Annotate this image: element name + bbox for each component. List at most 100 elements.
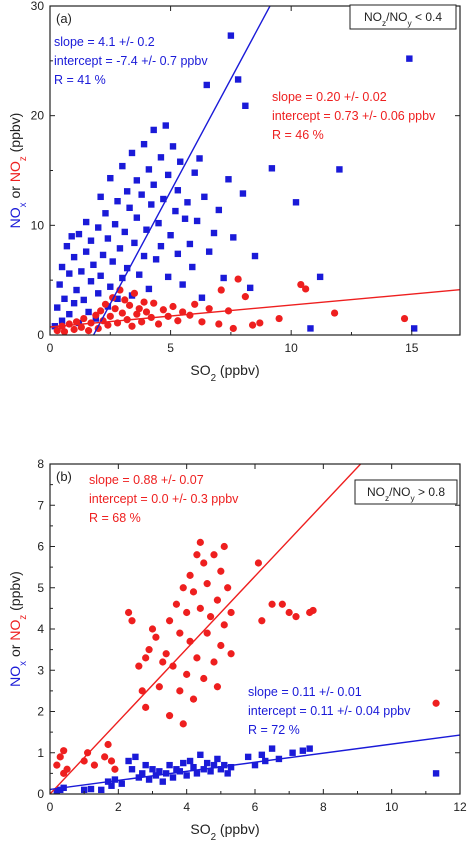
data-point-circle <box>83 749 92 757</box>
fit-annotation-noz: intercept = 0.0 +/- 0.3 ppbv <box>89 492 239 506</box>
data-point-square <box>201 193 208 201</box>
data-point-circle <box>165 712 174 720</box>
data-point-square <box>169 774 177 781</box>
data-point-square <box>225 176 232 183</box>
data-point-circle <box>162 650 170 658</box>
data-point-circle <box>191 300 199 308</box>
data-point-circle <box>84 327 93 335</box>
data-point-square <box>121 228 128 236</box>
data-point-square <box>177 158 184 165</box>
data-point-square <box>181 215 189 222</box>
ratio-label: NOz/NOy > 0.8 <box>367 485 445 503</box>
x-tick-label: 12 <box>453 800 467 814</box>
data-point-square <box>244 753 252 761</box>
data-point-circle <box>138 318 146 326</box>
data-point-circle <box>65 320 73 328</box>
data-point-circle <box>172 600 181 608</box>
data-point-circle <box>234 275 242 283</box>
data-point-circle <box>285 608 293 617</box>
fit-annotation-nox: slope = 0.11 +/- 0.01 <box>248 685 362 699</box>
data-point-circle <box>145 646 153 654</box>
data-point-circle <box>186 311 194 319</box>
data-point-circle <box>133 310 141 318</box>
data-point-circle <box>142 703 150 711</box>
data-point-square <box>186 757 194 765</box>
x-tick-label: 10 <box>385 800 399 814</box>
data-point-square <box>166 761 173 769</box>
data-point-square <box>140 252 148 260</box>
data-point-circle <box>90 761 99 769</box>
data-point-circle <box>248 321 257 329</box>
data-point-square <box>119 162 126 170</box>
data-point-circle <box>142 654 150 662</box>
x-tick-label: 4 <box>183 800 190 814</box>
data-point-circle <box>152 633 160 641</box>
plot-area <box>50 464 460 794</box>
data-point-circle <box>203 629 211 637</box>
data-point-circle <box>159 658 167 666</box>
data-point-square <box>87 237 95 244</box>
data-point-circle <box>205 305 213 313</box>
y-tick-label: 4 <box>37 622 44 636</box>
data-point-square <box>189 263 196 271</box>
data-point-circle <box>118 309 126 317</box>
data-point-square <box>53 788 61 794</box>
data-point-square <box>56 281 63 288</box>
y-tick-label: 6 <box>37 540 44 554</box>
data-point-square <box>80 786 88 794</box>
data-point-circle <box>189 695 198 703</box>
data-point-square <box>230 234 237 241</box>
data-point-circle <box>72 318 81 326</box>
data-point-square <box>145 166 153 173</box>
data-point-square <box>214 755 221 763</box>
data-point-square <box>155 219 162 227</box>
data-point-square <box>70 253 78 261</box>
data-point-square <box>116 245 124 252</box>
fit-annotation-nox: slope = 4.1 +/- 0.2 <box>54 35 155 49</box>
data-point-circle <box>254 559 263 567</box>
data-point-circle <box>135 662 143 670</box>
data-point-square <box>289 749 296 756</box>
data-point-square <box>157 154 165 161</box>
data-point-square <box>150 181 157 188</box>
data-point-circle <box>183 670 191 678</box>
data-point-square <box>173 766 180 773</box>
data-point-square <box>176 768 184 775</box>
data-point-square <box>406 55 413 62</box>
data-point-square <box>57 786 64 794</box>
x-tick-label: 15 <box>405 341 419 355</box>
fit-line-noz <box>50 464 362 794</box>
fit-annotation-noz: R = 46 % <box>272 128 324 142</box>
fit-line-nox <box>50 734 460 791</box>
y-tick-label: 1 <box>37 746 44 760</box>
data-point-square <box>87 278 95 285</box>
data-point-square <box>109 258 116 265</box>
data-point-square <box>133 177 141 184</box>
data-point-square <box>180 759 187 767</box>
data-point-square <box>193 217 201 225</box>
data-point-circle <box>227 650 235 658</box>
data-point-square <box>107 283 114 290</box>
data-point-circle <box>128 322 136 330</box>
data-point-circle <box>200 559 208 567</box>
data-point-square <box>167 232 174 239</box>
data-point-square <box>172 207 179 215</box>
data-point-square <box>114 198 121 205</box>
data-point-circle <box>97 307 105 315</box>
fit-annotation-nox: R = 41 % <box>54 73 106 87</box>
data-point-square <box>97 272 104 279</box>
data-point-square <box>268 745 276 752</box>
y-tick-label: 0 <box>37 787 44 801</box>
data-point-square <box>292 199 300 206</box>
data-point-circle <box>183 608 191 617</box>
data-point-circle <box>159 306 167 314</box>
data-point-circle <box>206 613 215 621</box>
data-point-circle <box>150 299 158 307</box>
data-point-square <box>90 261 97 269</box>
data-point-circle <box>217 567 225 575</box>
data-point-square <box>102 210 109 217</box>
data-point-circle <box>186 571 194 579</box>
data-point-square <box>197 751 204 759</box>
data-point-circle <box>92 311 100 319</box>
